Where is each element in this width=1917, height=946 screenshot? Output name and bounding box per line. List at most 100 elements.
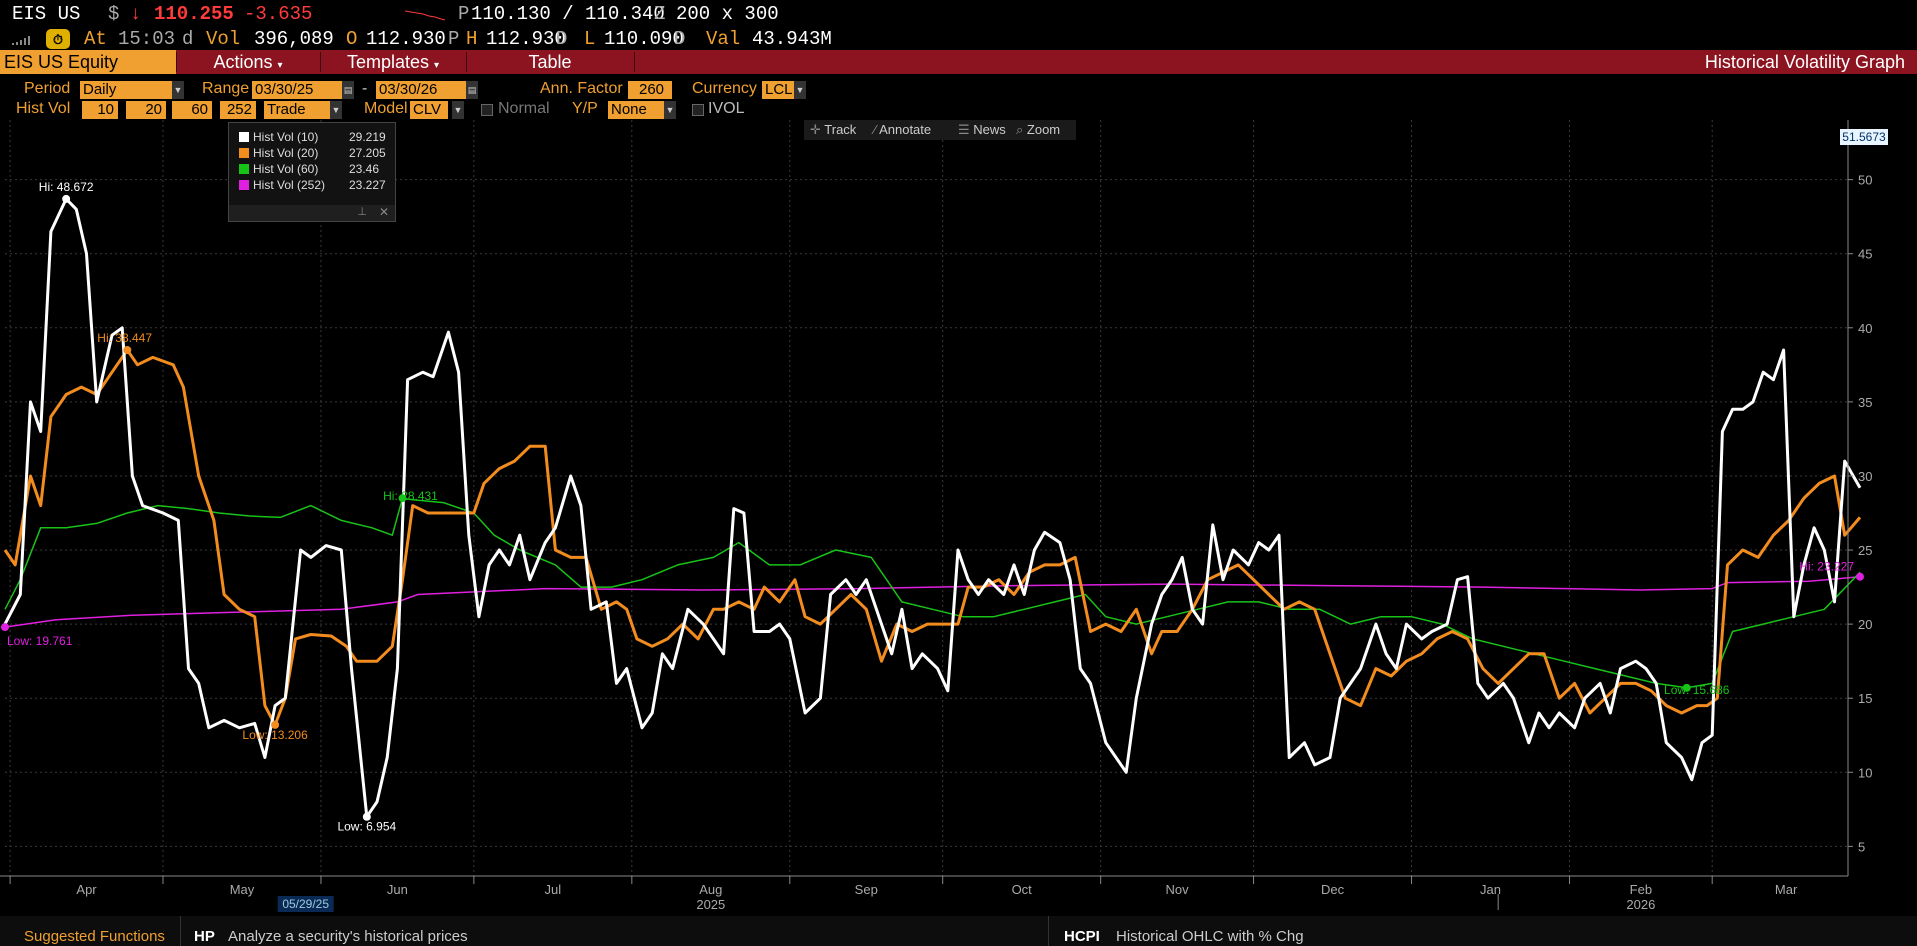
news-button[interactable]: ☰ News: [958, 120, 1006, 140]
x-month-label: Mar: [1775, 882, 1798, 897]
bid-ask: 110.130 / 110.340: [471, 3, 665, 25]
function-hp-description[interactable]: Analyze a security's historical prices: [228, 928, 468, 945]
y-tick-label: 20: [1858, 617, 1872, 632]
sparkline-icon: [405, 10, 445, 21]
annotation-label: Hi: 23.227: [1799, 560, 1854, 574]
legend-item-hv20[interactable]: Hist Vol (20) 27.205: [239, 145, 389, 161]
y-tick-label: 5: [1858, 839, 1865, 854]
pin-icon[interactable]: ⊥: [357, 206, 367, 218]
annotation-label: Hi: 48.672: [39, 180, 94, 194]
hist-vol-label: Hist Vol: [16, 100, 71, 117]
annotation-label: Hi: 28.431: [383, 489, 438, 503]
chevron-down-icon[interactable]: ▼: [330, 101, 342, 119]
volume-label: Vol: [206, 28, 241, 50]
caret-down-icon: ▾: [434, 60, 440, 71]
x-month-label: Nov: [1166, 882, 1190, 897]
ticker-symbol: EIS US: [12, 3, 81, 25]
close-icon[interactable]: ✕: [378, 205, 389, 219]
yp-select[interactable]: None: [608, 101, 664, 119]
chevron-down-icon[interactable]: ▼: [664, 101, 676, 119]
y-tick-label: 40: [1858, 321, 1872, 336]
legend-item-hv60[interactable]: Hist Vol (60) 23.46: [239, 161, 389, 177]
legend-name: Hist Vol (20): [253, 146, 319, 160]
y-tick-label: 35: [1858, 395, 1872, 410]
volatility-chart[interactable]: Hi: 48.672 Low: 6.954 Hi: 38.447 Low: 13.20…: [0, 120, 1917, 916]
zoom-button[interactable]: ⌕ Zoom: [1016, 120, 1060, 140]
y-tick-label: 25: [1858, 543, 1872, 558]
series-line-hv60: [4, 497, 1861, 689]
pencil-icon: ⁄: [874, 122, 880, 137]
normal-checkbox[interactable]: [481, 104, 493, 116]
ivol-checkbox[interactable]: [692, 104, 704, 116]
legend-name: Hist Vol (252): [253, 178, 326, 192]
track-label: Track: [824, 122, 857, 137]
model-select[interactable]: CLV: [410, 101, 448, 119]
legend-name: Hist Vol (10): [253, 130, 319, 144]
hist-vol-window-3[interactable]: 60: [172, 101, 212, 119]
menu-bar: EIS US Equity Actions ▾ Templates ▾ Tabl…: [0, 50, 1917, 74]
legend-swatch: [239, 148, 249, 158]
security-field[interactable]: EIS US Equity: [0, 50, 176, 74]
legend-item-hv252[interactable]: Hist Vol (252) 23.227: [239, 177, 389, 193]
exchange-status-icon: ⏱: [46, 29, 70, 49]
range-end-field[interactable]: 03/30/26: [376, 81, 466, 99]
annotate-label: Annotate: [879, 122, 932, 137]
function-hcpi-description[interactable]: Historical OHLC with % Chg: [1116, 928, 1304, 945]
trade-time-suffix: d: [182, 28, 194, 50]
calendar-icon[interactable]: ▤: [466, 81, 478, 99]
chevron-down-icon[interactable]: ▼: [172, 81, 184, 99]
hist-vol-window-2[interactable]: 20: [126, 101, 166, 119]
x-month-label: Jun: [387, 882, 408, 897]
zoom-label: Zoom: [1026, 122, 1061, 137]
chart-legend[interactable]: Hist Vol (10) 29.219 Hist Vol (20) 27.20…: [228, 122, 396, 222]
price-type-select[interactable]: Trade: [264, 101, 330, 119]
legend-item-hv10[interactable]: Hist Vol (10) 29.219: [239, 129, 389, 145]
x-month-label: Apr: [76, 882, 97, 897]
currency-select[interactable]: LCL: [762, 81, 794, 99]
suggested-functions-label: Suggested Functions: [24, 928, 165, 945]
bid-ask-prefix: P: [458, 3, 470, 25]
currency-label: Currency: [692, 80, 757, 97]
legend-value: 29.219: [349, 130, 386, 144]
function-hp-code[interactable]: HP: [194, 928, 215, 945]
open-value: 112.930: [366, 28, 446, 50]
legend-footer: ⊥ ✕: [229, 205, 395, 221]
period-select[interactable]: Daily: [80, 81, 172, 99]
ann-factor-field[interactable]: 260: [628, 81, 672, 99]
legend-name: Hist Vol (60): [253, 162, 319, 176]
range-start-field[interactable]: 03/30/25: [252, 81, 342, 99]
legend-swatch: [239, 132, 249, 142]
range-label: Range: [202, 80, 250, 97]
series-line-hv20: [3, 348, 1862, 727]
signal-bars-icon: [12, 36, 30, 45]
x-year-label: 2026: [1626, 897, 1655, 912]
calendar-icon[interactable]: ▤: [342, 81, 354, 99]
templates-menu[interactable]: Templates ▾: [322, 50, 464, 74]
hist-vol-window-1[interactable]: 10: [82, 101, 118, 119]
news-icon: ☰: [958, 122, 974, 137]
track-button[interactable]: ✛ Track: [810, 120, 856, 140]
low-value: 110.090: [604, 28, 684, 50]
normal-label: Normal: [498, 100, 550, 117]
chevron-down-icon[interactable]: ▼: [452, 101, 464, 119]
x-month-label: Feb: [1630, 882, 1652, 897]
function-hcpi-code[interactable]: HCPI: [1064, 928, 1100, 945]
function-title: Historical Volatility Graph: [1704, 52, 1905, 72]
legend-value: 23.46: [349, 162, 380, 176]
quote-size: 200 x 300: [676, 3, 779, 25]
annotation-layer: Hi: 48.672 Low: 6.954 Hi: 38.447 Low: 13.20…: [1, 180, 1864, 834]
last-value-tag: [1840, 129, 1888, 145]
value-label: Val: [706, 28, 741, 50]
x-month-label: Jan: [1480, 882, 1501, 897]
hist-vol-window-4[interactable]: 252: [220, 101, 256, 119]
annotate-button[interactable]: ⁄ Annotate: [874, 120, 931, 140]
x-month-label: Aug: [699, 882, 722, 897]
actions-menu[interactable]: Actions ▾: [178, 50, 318, 74]
last-value-label: 51.5673: [1842, 130, 1886, 144]
high-label: H: [466, 28, 478, 50]
magnifier-icon: ⌕: [1016, 122, 1027, 137]
table-button[interactable]: Table: [528, 52, 572, 72]
crosshair-icon: ✛: [810, 122, 825, 137]
chevron-down-icon[interactable]: ▼: [794, 81, 806, 99]
news-label: News: [973, 122, 1006, 137]
